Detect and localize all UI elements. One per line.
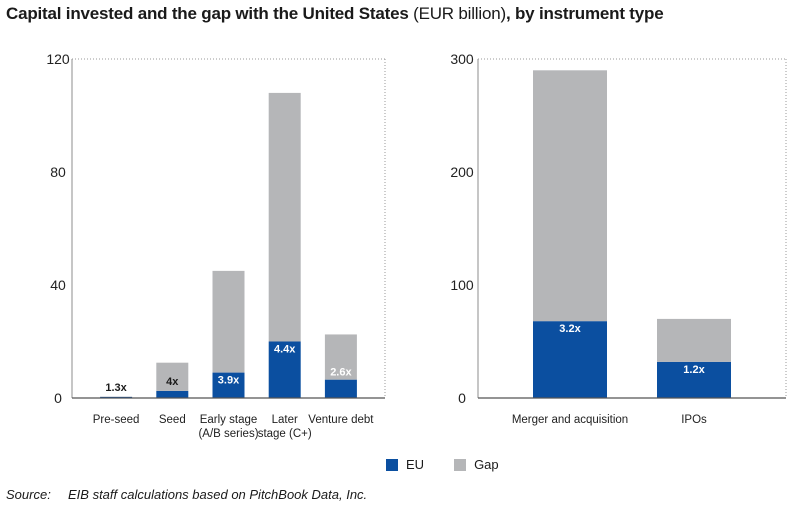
category-label: Seed	[159, 414, 186, 426]
bar-gap	[268, 92, 301, 342]
ratio-label: 1.3x	[105, 382, 127, 394]
bar-gap	[324, 334, 357, 380]
legend-item-gap: Gap	[454, 457, 499, 472]
bar-gap	[156, 362, 189, 391]
ratio-label: 1.2x	[683, 364, 705, 376]
ratio-label: 4.4x	[274, 344, 296, 356]
y-tick-label: 40	[50, 277, 66, 293]
chart-title: Capital invested and the gap with the Un…	[6, 4, 664, 24]
y-tick-label: 200	[450, 164, 474, 180]
source-label: Source:	[6, 487, 51, 502]
title-suffix: , by instrument type	[505, 4, 664, 23]
category-label: IPOs	[681, 414, 707, 426]
legend-label-gap: Gap	[474, 457, 499, 472]
category-label: Merger and acquisition	[512, 414, 628, 426]
y-tick-label: 0	[54, 390, 62, 406]
bar-eu	[657, 361, 731, 398]
category-label: stage (C+)	[258, 428, 312, 440]
bar-eu	[268, 341, 301, 398]
bar-gap	[533, 70, 607, 322]
bar-eu	[212, 372, 245, 398]
y-tick-label: 80	[50, 164, 66, 180]
legend: EU Gap	[386, 457, 529, 472]
y-tick-label: 0	[458, 390, 466, 406]
ratio-label: 2.6x	[330, 367, 352, 379]
category-label: (A/B series)	[198, 428, 258, 440]
y-tick-label: 120	[46, 51, 70, 67]
category-label: Early stage	[200, 414, 258, 426]
title-unit: (EUR billion)	[408, 4, 506, 23]
ratio-label: 3.2x	[559, 323, 581, 335]
y-tick-label: 300	[450, 51, 474, 67]
category-label: Later	[272, 414, 298, 426]
bar-eu	[156, 390, 189, 398]
y-tick-label: 100	[450, 277, 474, 293]
legend-item-eu: EU	[386, 457, 424, 472]
source-text: EIB staff calculations based on PitchBoo…	[68, 487, 368, 502]
source-note: Source: EIB staff calculations based on P…	[6, 487, 367, 502]
category-label: Pre-seed	[93, 414, 140, 426]
ratio-label: 3.9x	[218, 375, 240, 387]
bar-gap	[212, 270, 245, 373]
ratio-label: 4x	[166, 376, 179, 388]
legend-swatch-eu	[386, 458, 398, 471]
bar-eu	[533, 321, 607, 398]
bar-eu	[324, 379, 357, 398]
legend-swatch-gap	[454, 458, 467, 471]
bar-charts: 0 40 80 120 1.3x Pre-seed 4x Seed 3.9x Early stag…	[46, 51, 787, 440]
title-main: Capital invested and the gap with the Un…	[6, 4, 409, 23]
legend-label-eu: EU	[406, 457, 425, 472]
bar-gap	[657, 318, 731, 362]
category-label: Venture debt	[308, 414, 374, 426]
